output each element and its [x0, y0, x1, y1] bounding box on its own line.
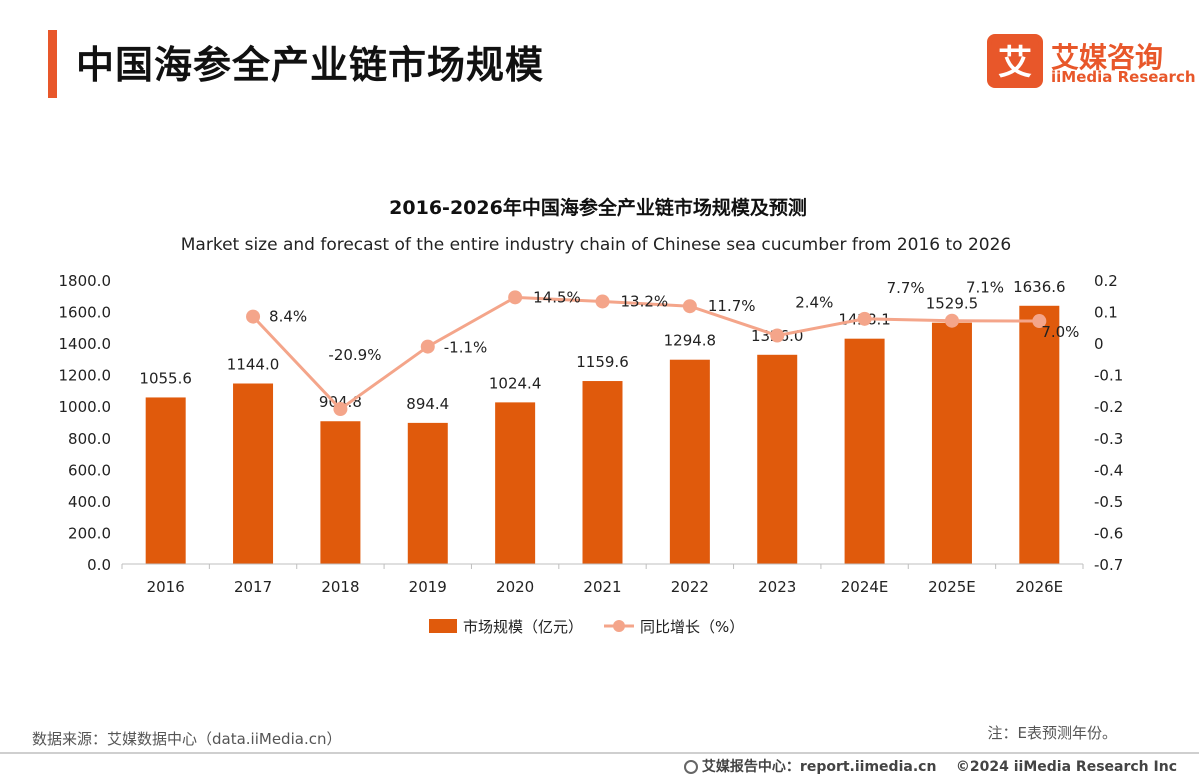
right-axis-tick-label: -0.2 [1094, 398, 1123, 416]
growth-label: 11.7% [708, 297, 756, 315]
page-title: 中国海参全产业链市场规模 [76, 43, 545, 87]
left-axis-tick-label: 1000.0 [59, 398, 112, 416]
chart-legend: 市场规模（亿元） 同比增长（%） [429, 618, 744, 636]
bar [757, 354, 798, 564]
x-axis-tick-label: 2022 [671, 578, 709, 596]
right-axis-tick-label: 0.2 [1094, 272, 1118, 290]
chart-title: 2016-2026年中国海参全产业链市场规模及预测 [389, 196, 807, 219]
left-axis: 0.0 200.0 400.0 600.0 800.0 1000.0 1200.0 1400.… [59, 272, 112, 574]
logo-mark-text: 艾 [998, 43, 1032, 83]
x-axis-tick-label: 2019 [409, 578, 447, 596]
bar-series: 1055.61144.0904.8894.41024.41159.61294.8… [139, 278, 1066, 564]
left-axis-tick-label: 1200.0 [59, 367, 112, 385]
bar [320, 421, 361, 564]
left-axis-tick-label: 1600.0 [59, 304, 112, 322]
growth-point [420, 339, 435, 354]
bar [233, 383, 274, 564]
growth-label: 8.4% [269, 308, 307, 326]
growth-label: 14.5% [533, 288, 581, 306]
bar [495, 402, 536, 564]
x-axis-tick-label: 2025E [928, 578, 976, 596]
bar-value-label: 1294.8 [664, 332, 717, 350]
right-axis-tick-label: 0.1 [1094, 304, 1118, 322]
growth-label: -20.9% [328, 346, 381, 364]
bar [844, 338, 885, 564]
growth-label: -1.1% [444, 339, 488, 357]
forecast-note: 注：E表预测年份。 [987, 724, 1117, 742]
bar [1019, 305, 1060, 564]
x-axis-tick-label: 2023 [758, 578, 796, 596]
bar [582, 381, 623, 564]
right-axis-tick-label: 0 [1094, 335, 1104, 353]
left-axis-tick-label: 400.0 [68, 493, 111, 511]
legend-line-marker [613, 620, 625, 632]
bar-value-label: 1024.4 [489, 374, 542, 392]
left-axis-tick-label: 1800.0 [59, 272, 112, 290]
x-axis-tick-label: 2024E [841, 578, 889, 596]
growth-point [246, 309, 261, 324]
growth-line [251, 295, 1040, 412]
x-axis: 2016 2017 2018 2019 2020 2021 2022 2023 2024E 202… [121, 563, 1084, 596]
right-axis-tick-label: -0.1 [1094, 367, 1123, 385]
left-axis-tick-label: 800.0 [68, 430, 111, 448]
bar [669, 359, 710, 564]
right-axis-tick-label: -0.5 [1094, 493, 1123, 511]
growth-point [857, 311, 872, 326]
globe-icon [683, 760, 698, 774]
right-axis-tick-label: -0.6 [1094, 524, 1123, 542]
copyright: ©2024 iiMedia Research Inc [955, 759, 1177, 775]
left-axis-tick-label: 200.0 [68, 524, 111, 542]
data-source: 数据来源：艾媒数据中心（data.iiMedia.cn） [32, 730, 342, 748]
growth-label: 7.7% [887, 279, 925, 297]
growth-label: 13.2% [621, 292, 669, 310]
x-axis-tick-label: 2021 [583, 578, 621, 596]
legend-line-label: 同比增长（%） [640, 618, 744, 636]
bar-value-label: 1055.6 [139, 369, 192, 387]
x-axis-tick-label: 2026E [1015, 578, 1063, 596]
growth-point [595, 294, 610, 309]
bar-value-label: 1144.0 [227, 356, 280, 374]
growth-point [682, 299, 697, 314]
logo-mark-icon: 艾 [987, 34, 1043, 88]
chart-subtitle: Market size and forecast of the entire i… [181, 235, 1011, 255]
growth-point [508, 290, 523, 305]
right-axis: -0.7 -0.6 -0.5 -0.4 -0.3 -0.2 -0.1 0 0.1 0.2 [1094, 272, 1123, 574]
growth-label: 7.1% [966, 279, 1004, 297]
legend-bar-label: 市场规模（亿元） [463, 618, 583, 636]
title-accent-bar [48, 30, 57, 98]
growth-point [770, 328, 785, 343]
logo-en: iiMedia Research [1051, 68, 1196, 86]
growth-point [333, 402, 348, 417]
right-axis-tick-label: -0.4 [1094, 461, 1123, 479]
bar-value-label: 1159.6 [576, 353, 629, 371]
bar-value-label: 1636.6 [1013, 278, 1066, 296]
growth-label: 7.0% [1041, 323, 1079, 341]
right-axis-tick-label: -0.3 [1094, 430, 1123, 448]
bar-value-label: 894.4 [406, 395, 449, 413]
footer-divider [0, 752, 1199, 754]
left-axis-tick-label: 0.0 [87, 556, 111, 574]
x-axis-tick-label: 2018 [321, 578, 359, 596]
bar [145, 397, 186, 564]
report-center: 艾媒报告中心：report.iimedia.cn [701, 759, 937, 775]
legend-bar-swatch [429, 619, 457, 633]
left-axis-tick-label: 1400.0 [59, 335, 112, 353]
growth-point [944, 313, 959, 328]
bar-value-label: 1529.5 [926, 295, 979, 313]
footer-credits: 艾媒报告中心：report.iimedia.cn ©2024 iiMedia R… [683, 756, 1177, 776]
left-axis-tick-label: 600.0 [68, 461, 111, 479]
bar [931, 322, 972, 564]
x-axis-tick-label: 2020 [496, 578, 534, 596]
growth-point [1032, 314, 1047, 329]
growth-line-series: 8.4% -20.9% -1.1% 14.5% 13.2% 11.7% 2.4% 7.7% 7.… [246, 279, 1079, 417]
growth-label: 2.4% [795, 294, 833, 312]
right-axis-tick-label: -0.7 [1094, 556, 1123, 574]
x-axis-tick-label: 2017 [234, 578, 272, 596]
brand-logo: 艾 艾媒咨询 iiMedia Research [987, 34, 1196, 90]
bar [407, 422, 448, 564]
logo-cn: 艾媒咨询 [1051, 41, 1164, 74]
x-axis-tick-label: 2016 [147, 578, 185, 596]
